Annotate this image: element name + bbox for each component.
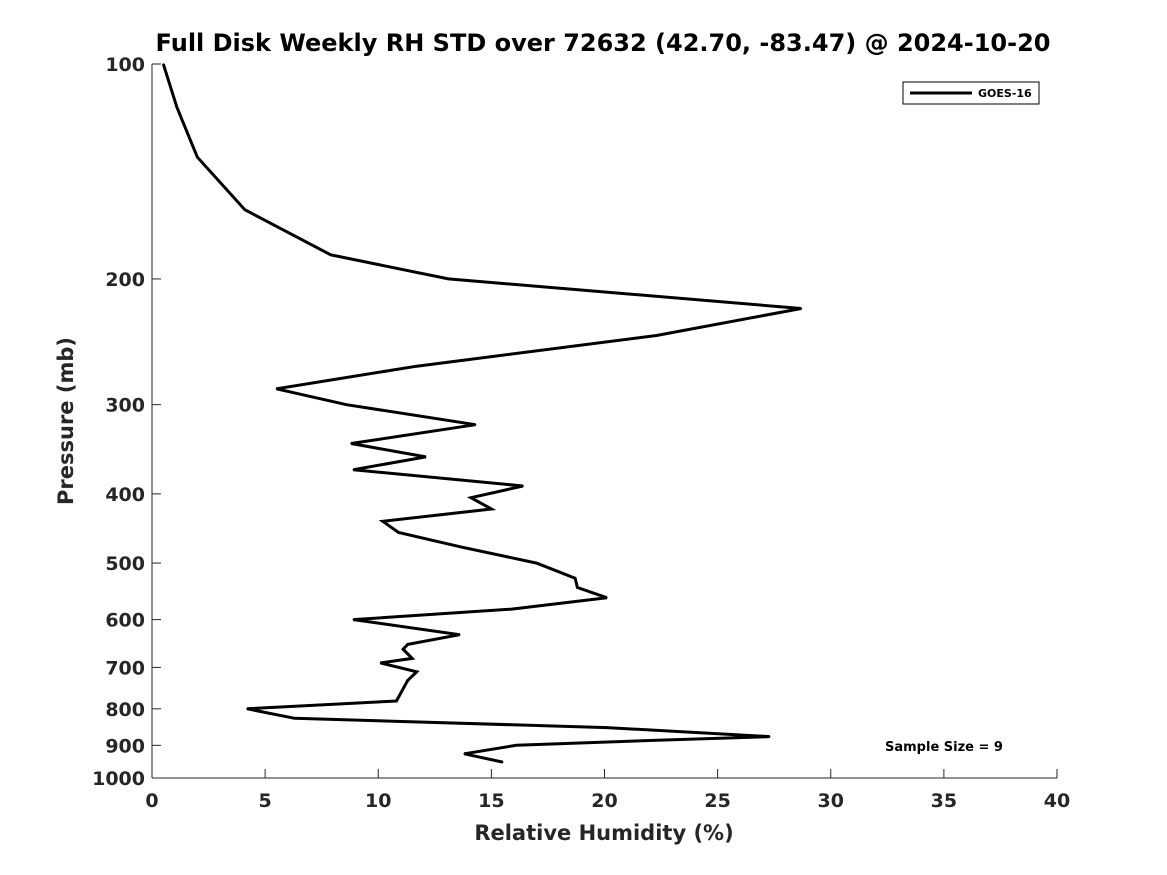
- data-point: [458, 633, 461, 636]
- x-tick-label: 20: [591, 790, 617, 812]
- data-point: [352, 468, 355, 471]
- y-tick-label: 600: [105, 610, 145, 632]
- plot-area: 0 5 10 15 20 25 30 35 40 100 200 300 400 500 600 700 80…: [92, 54, 1070, 812]
- data-point: [329, 253, 332, 256]
- y-tick-label: 800: [105, 699, 145, 721]
- data-point: [395, 700, 398, 702]
- data-point: [470, 496, 472, 499]
- data-point: [352, 618, 355, 621]
- x-tick-label: 35: [931, 790, 957, 812]
- data-point: [379, 662, 382, 664]
- data-point: [522, 485, 524, 487]
- data-point: [605, 596, 608, 599]
- legend: GOES-16: [902, 81, 1040, 105]
- data-point: [510, 608, 513, 610]
- data-point: [243, 208, 246, 211]
- x-tick-label: 15: [478, 790, 504, 812]
- y-tick-label: 1000: [92, 768, 145, 790]
- data-point: [275, 387, 278, 390]
- data-point: [381, 520, 384, 523]
- data-point: [574, 577, 576, 579]
- data-point: [415, 670, 418, 673]
- data-point: [402, 687, 404, 690]
- x-axis-label: Relative Humidity (%): [474, 821, 733, 845]
- data-point: [350, 442, 352, 445]
- data-point: [406, 679, 409, 682]
- data-point: [402, 648, 404, 650]
- data-point: [463, 753, 466, 755]
- data-point: [461, 546, 463, 548]
- data-point: [515, 744, 518, 747]
- data-point: [655, 334, 658, 337]
- y-tick-label: 900: [105, 735, 145, 757]
- data-point: [415, 365, 418, 367]
- data-point: [397, 531, 400, 534]
- chart-title: Full Disk Weekly RH STD over 72632 (42.7…: [156, 29, 1051, 57]
- y-tick-label: 200: [105, 269, 145, 291]
- sample-size-annotation: Sample Size = 9: [885, 740, 1003, 755]
- data-point: [424, 456, 427, 458]
- data-point: [576, 586, 579, 589]
- data-point: [535, 562, 538, 564]
- x-tick-label: 10: [365, 790, 391, 812]
- data-point: [345, 403, 348, 406]
- x-tick-label: 30: [818, 790, 844, 812]
- data-point: [162, 63, 165, 65]
- y-tick-label: 300: [105, 395, 145, 417]
- data-point: [293, 717, 296, 720]
- data-point: [605, 726, 608, 729]
- data-point: [176, 106, 178, 109]
- x-tick-label: 25: [704, 790, 730, 812]
- data-point: [246, 708, 248, 710]
- data-point: [411, 657, 413, 660]
- data-point: [196, 156, 199, 158]
- data-point: [768, 735, 771, 738]
- y-tick-label: 100: [105, 54, 145, 76]
- y-axis-label: Pressure (mb): [54, 337, 78, 505]
- y-tick-label: 700: [105, 657, 145, 679]
- series-line-goes-16: [161, 63, 802, 764]
- data-point: [406, 643, 409, 646]
- legend-label-goes-16: GOES-16: [978, 87, 1032, 100]
- y-tick-label: 500: [105, 553, 145, 575]
- y-tick-label: 400: [105, 484, 145, 506]
- data-point: [474, 423, 477, 426]
- data-point: [501, 761, 504, 763]
- x-tick-label: 40: [1044, 790, 1070, 812]
- x-tick-label: 5: [259, 790, 272, 812]
- data-point: [490, 508, 493, 510]
- data-point: [447, 278, 450, 280]
- data-point: [800, 307, 803, 310]
- data-point: [660, 739, 662, 741]
- x-tick-label: 0: [145, 790, 158, 812]
